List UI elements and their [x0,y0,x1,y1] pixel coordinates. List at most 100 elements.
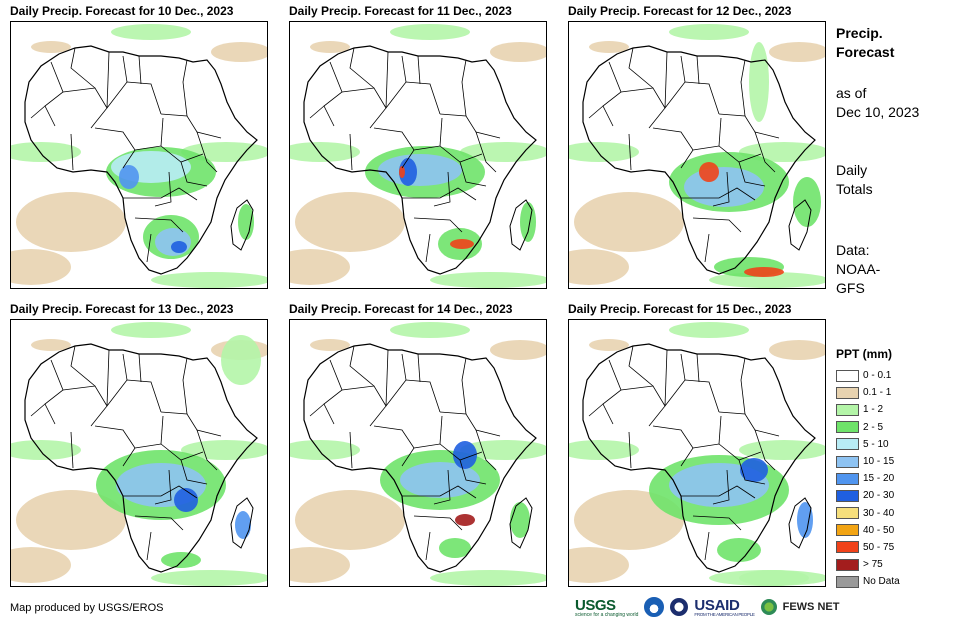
precip-area [161,552,201,568]
legend-label: 50 - 75 [863,541,895,553]
precip-area [295,192,405,252]
africa-coastline [24,343,258,573]
country-border [196,429,218,471]
legend-item: 10 - 15 [836,453,900,470]
country-border [349,47,375,89]
country-border [433,171,451,207]
usgs-logo-text: USGS [575,596,616,614]
precip-area [151,272,267,288]
country-border [704,233,710,263]
country-border [461,59,467,117]
legend-label: 30 - 40 [863,507,895,519]
precip-area [16,192,126,252]
map-panel-1 [10,21,268,289]
precip-area [669,24,749,40]
country-border [680,55,686,83]
country-border [718,415,722,445]
precip-area [589,41,629,53]
country-border [588,105,604,119]
country-border [138,353,142,383]
precip-area [744,267,784,277]
country-border [106,51,110,109]
precip-area [211,42,267,62]
legend-label: 15 - 20 [863,473,895,485]
country-border [385,379,441,413]
country-border [680,353,686,381]
africa-coastline [24,45,258,275]
precip-area [430,272,546,288]
country-border [373,425,415,467]
country-border [738,459,766,485]
country-border [740,357,746,415]
precip-area [390,24,470,40]
country-border [160,113,222,139]
country-border [349,431,353,469]
country-border [106,379,162,413]
country-border [134,515,184,531]
panel-title-5: Daily Precip. Forecast for 14 Dec., 2023 [289,302,513,316]
country-border [754,429,776,471]
map-credit: Map produced by USGS/EROS [10,602,164,614]
country-border [628,431,632,469]
legend-label: 5 - 10 [863,438,889,450]
panel-title-2: Daily Precip. Forecast for 11 Dec., 2023 [289,4,512,18]
precip-area [16,490,126,550]
country-border [349,133,353,171]
precip-area [290,547,350,583]
country-border [620,385,666,427]
country-border [652,425,694,467]
usgs-logo-tagline: science for a changing world [575,611,639,618]
precip-area [171,241,187,253]
country-border [341,87,387,129]
country-border [459,459,487,485]
legend-item: 50 - 75 [836,539,900,556]
fews-logo-text: FEWS NET [782,601,840,613]
country-border [385,51,389,109]
side-data-line1: Data: [836,242,870,258]
precip-area [399,158,417,186]
precip-area [310,41,350,53]
legend-swatch [836,524,859,537]
legend-label: 0 - 0.1 [863,370,892,382]
map-panel-3 [568,21,826,289]
country-border [341,385,387,427]
precip-area [490,340,546,360]
legend-swatch [836,369,859,382]
precip-area [31,41,71,53]
side-title: Precip. Forecast [836,24,894,62]
legend-label: 2 - 5 [863,421,884,433]
country-border [309,105,325,119]
country-border [134,145,204,163]
country-border [413,443,483,461]
legend-swatch [836,403,859,416]
madagascar-outline [230,199,254,251]
country-border [652,127,694,169]
legend-item: 20 - 30 [836,487,900,504]
precip-area [569,142,639,162]
country-border [628,345,654,387]
country-border [146,531,152,561]
country-border [385,349,389,407]
precip-area [769,340,825,360]
precip-area [290,440,360,460]
country-border [154,469,172,505]
precip-area [793,177,821,227]
side-title-line1: Precip. [836,25,883,41]
precip-area [797,502,813,538]
country-border [628,133,632,171]
precip-area [699,162,719,182]
country-border [664,81,720,115]
country-border [323,359,343,425]
precip-area [238,204,254,240]
country-border [44,359,64,425]
country-border [180,161,208,187]
legend-swatch [836,421,859,434]
legend-swatch [836,438,859,451]
africa-map-svg [569,322,825,586]
precip-area [490,42,546,62]
country-border [664,349,668,407]
side-asof: as of Dec 10, 2023 [836,84,919,122]
precip-area [669,322,749,338]
legend-swatch [836,541,859,554]
precip-area [453,441,477,469]
